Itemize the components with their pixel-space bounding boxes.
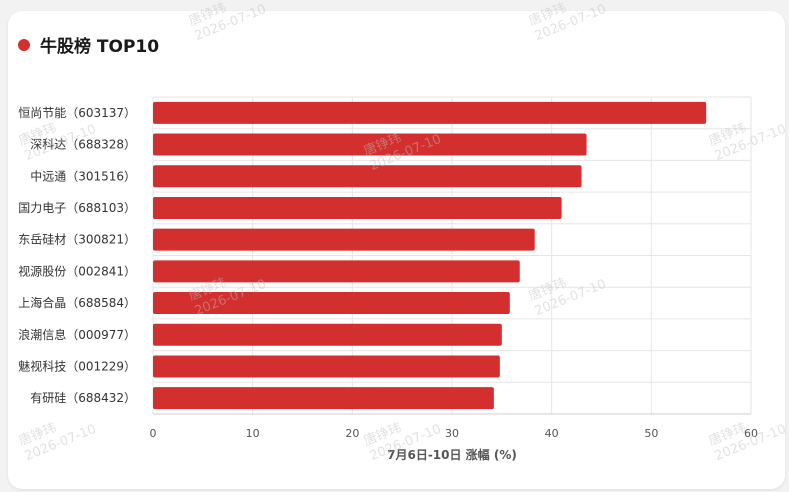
bar: [153, 323, 502, 346]
category-label: 东岳硅材（300821）: [18, 233, 136, 247]
x-tick-label: 60: [744, 427, 758, 440]
x-axis-title: 7月6日-10日 涨幅 (%): [387, 447, 517, 462]
bar: [153, 196, 562, 219]
category-label: 浪潮信息（000977）: [18, 327, 136, 342]
category-label: 中远通（301516）: [30, 168, 136, 183]
bar: [153, 355, 500, 378]
chart-title: 牛股榜 TOP10: [40, 37, 160, 57]
bar: [153, 228, 535, 251]
x-tick-label: 10: [246, 427, 260, 440]
bar: [153, 260, 520, 283]
bar: [153, 165, 582, 188]
chart-header: 牛股榜 TOP10: [18, 32, 159, 57]
bar: [153, 133, 587, 156]
category-label: 深科达（688328）: [30, 138, 136, 152]
x-tick-label: 0: [150, 427, 157, 440]
category-label: 上海合晶（688584）: [18, 295, 136, 310]
bar: [153, 387, 494, 410]
category-label: 视源股份（002841）: [18, 263, 136, 278]
bar: [153, 101, 707, 124]
x-tick-label: 30: [445, 427, 459, 440]
category-label: 恒尚节能（603137）: [18, 106, 136, 120]
category-label: 国力电子（688103）: [18, 201, 136, 215]
category-label: 有研硅（688432）: [30, 391, 136, 405]
x-tick-label: 40: [545, 427, 559, 440]
category-label: 魅视科技（001229）: [18, 358, 136, 373]
x-tick-label: 20: [345, 427, 359, 440]
bar: [153, 292, 510, 315]
title-dot-icon: [18, 38, 30, 51]
x-tick-label: 50: [644, 427, 658, 440]
